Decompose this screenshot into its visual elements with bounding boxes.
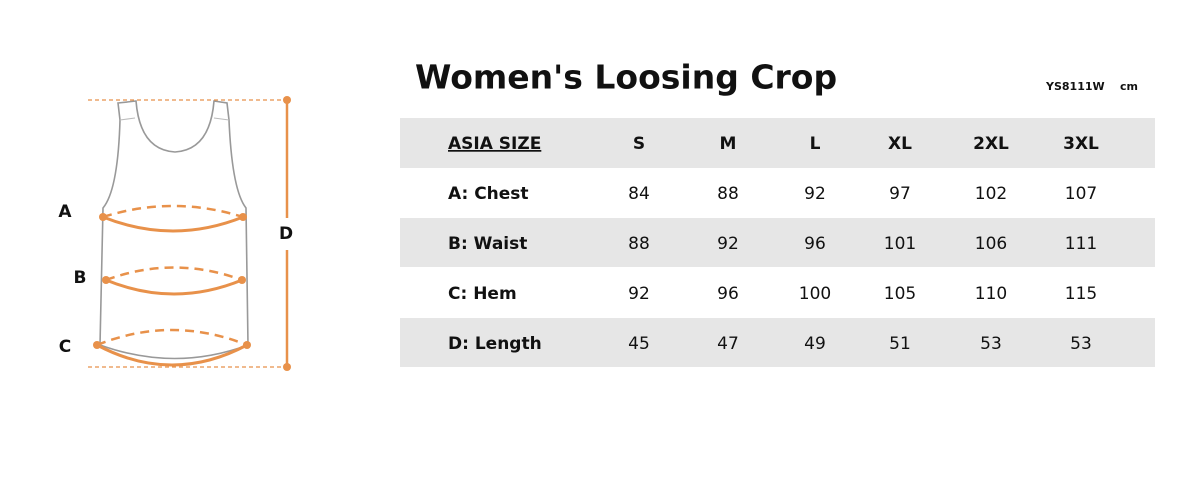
header-row-bg [400, 118, 1155, 168]
cell-value: 51 [889, 334, 911, 354]
cell-value: 92 [717, 234, 739, 254]
cell-value: 49 [804, 334, 826, 354]
column-header: S [633, 134, 645, 154]
garment-diagram [88, 96, 291, 371]
cell-value: 105 [884, 284, 916, 304]
cell-value: 84 [628, 184, 650, 204]
column-header: 3XL [1063, 134, 1099, 154]
cell-value: 111 [1065, 234, 1097, 254]
strap-line [119, 117, 230, 121]
row-label: D: Length [448, 334, 542, 354]
cell-value: 97 [889, 184, 911, 204]
cell-value: 102 [975, 184, 1007, 204]
column-header: ASIA SIZE [448, 134, 541, 154]
column-header: M [720, 134, 737, 154]
waist-dot [102, 276, 110, 284]
product-code: YS8111W [1045, 80, 1105, 93]
column-header: XL [888, 134, 912, 154]
diagram-label: C [59, 337, 71, 357]
chest-dot [239, 213, 247, 221]
cell-value: 47 [717, 334, 739, 354]
waist-back [105, 266, 243, 282]
cell-value: 53 [980, 334, 1002, 354]
waist-front [105, 278, 243, 296]
column-header: 2XL [973, 134, 1009, 154]
cell-value: 110 [975, 284, 1007, 304]
cell-value: 88 [628, 234, 650, 254]
length-dot [283, 96, 291, 104]
waist-dot [238, 276, 246, 284]
hem-dot [93, 341, 101, 349]
cell-value: 92 [628, 284, 650, 304]
tank-outline [99, 100, 249, 360]
row-label: A: Chest [448, 184, 529, 204]
column-header: L [810, 134, 821, 154]
cell-value: 101 [884, 234, 916, 254]
chest-front [102, 215, 244, 233]
size-table: ASIA SIZE S M L XL 2XL 3XL A: Chest 84 88 92 97 102 1… [400, 118, 1155, 367]
cell-value: 96 [804, 234, 826, 254]
unit: cm [1120, 80, 1138, 93]
chest-dot [99, 213, 107, 221]
row-bg [400, 218, 1155, 267]
cell-value: 115 [1065, 284, 1097, 304]
cell-value: 88 [717, 184, 739, 204]
cell-value: 45 [628, 334, 650, 354]
cell-value: 53 [1070, 334, 1092, 354]
cell-value: 107 [1065, 184, 1097, 204]
cell-value: 100 [799, 284, 831, 304]
cell-value: 106 [975, 234, 1007, 254]
cell-value: 96 [717, 284, 739, 304]
row-label: B: Waist [448, 234, 527, 254]
diagram-label: D [279, 224, 293, 244]
title: Women's Loosing Crop [415, 58, 837, 97]
cell-value: 92 [804, 184, 826, 204]
hem-dot [243, 341, 251, 349]
length-dot [283, 363, 291, 371]
chest-back [102, 204, 244, 219]
row-bg [400, 318, 1155, 367]
hem-front [96, 343, 248, 367]
row-label: C: Hem [448, 284, 517, 304]
hem-back [96, 328, 248, 347]
diagram-label: B [74, 268, 87, 288]
diagram-label: A [58, 202, 72, 222]
